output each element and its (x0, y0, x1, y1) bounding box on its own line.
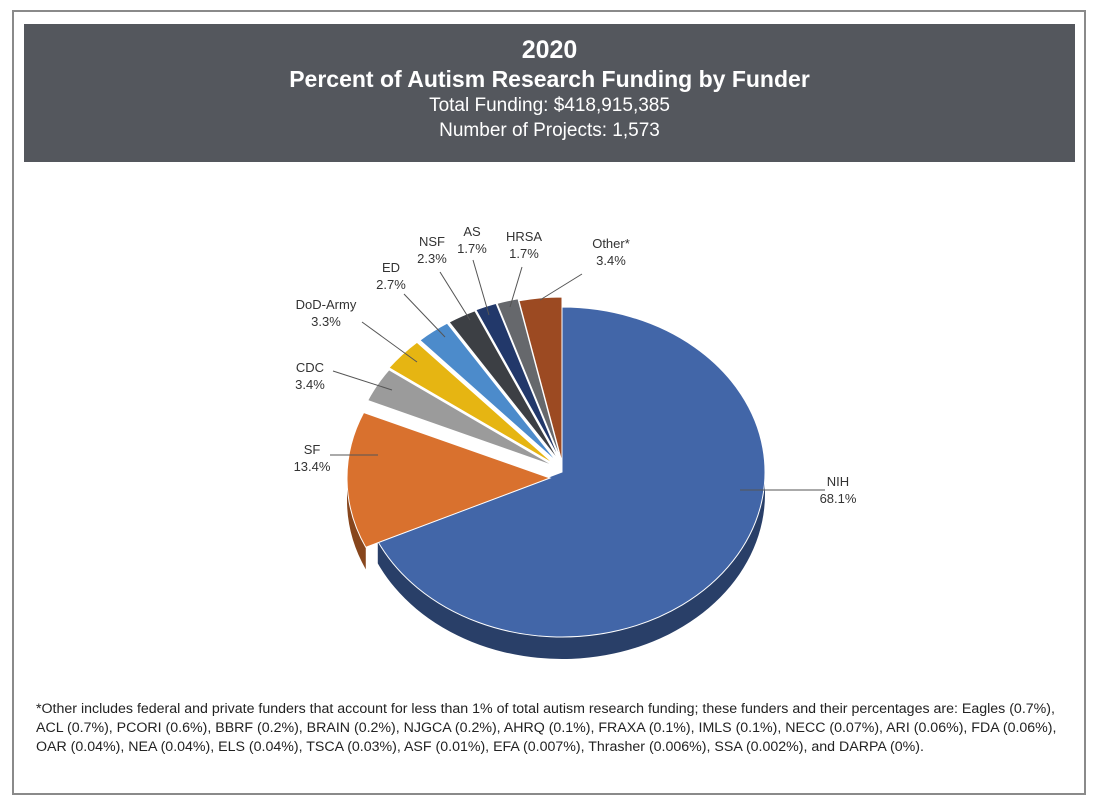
slice-dodarmy (388, 341, 555, 465)
slice-hrsa (496, 298, 562, 461)
slice-value-label: 3.4% (596, 253, 626, 268)
slice-value-label: 1.7% (509, 246, 539, 261)
slice-value-label: 13.4% (294, 459, 331, 474)
chart-title: Percent of Autism Research Funding by Fu… (289, 66, 810, 92)
slice-label: DoD-Army (296, 297, 357, 312)
slice-other (518, 296, 563, 463)
slice-label: AS (463, 224, 481, 239)
slice-label: CDC (296, 360, 324, 375)
slice-labels: NIH 68.1% SF 13.4% CDC 3.4% DoD-Army 3.3% ED 2.7%… (294, 224, 857, 506)
leader-line (332, 370, 393, 391)
number-of-projects: Number of Projects: 1,573 (439, 120, 660, 141)
slice-label: NSF (419, 234, 445, 249)
slice-value-label: 3.3% (311, 314, 341, 329)
total-funding: Total Funding: $418,915,385 (429, 95, 670, 116)
slice-label: Other* (592, 236, 630, 251)
leader-line (403, 293, 446, 338)
leader-line (439, 271, 471, 321)
slice-value-label: 3.4% (295, 377, 325, 392)
slice-value-label: 2.7% (376, 277, 406, 292)
leader-line (539, 273, 583, 301)
slice-value-label: 2.3% (417, 251, 447, 266)
slice-cdc (366, 369, 555, 467)
slice-as (475, 302, 561, 461)
slice-label: SF (304, 442, 321, 457)
slice-nih (377, 306, 766, 638)
leader-line (472, 259, 490, 316)
slice-label: NIH (827, 474, 849, 489)
slice-label: ED (382, 260, 400, 275)
slice-label: HRSA (506, 229, 542, 244)
footnote: *Other includes federal and private fund… (36, 701, 1057, 755)
slice-side-sf (347, 478, 366, 570)
slice-value-label: 68.1% (820, 491, 857, 506)
chart-header: 2020 Percent of Autism Research Funding … (24, 24, 1075, 162)
leader-line (361, 321, 418, 363)
slice-value-label: 1.7% (457, 241, 487, 256)
leader-lines (330, 259, 825, 491)
pie-slices (346, 296, 766, 638)
leader-line (509, 266, 523, 308)
slice-nsf (448, 310, 560, 462)
chart-year: 2020 (521, 36, 578, 64)
slice-ed (419, 322, 558, 463)
slice-sf (346, 411, 552, 548)
pie-depth (347, 472, 765, 659)
